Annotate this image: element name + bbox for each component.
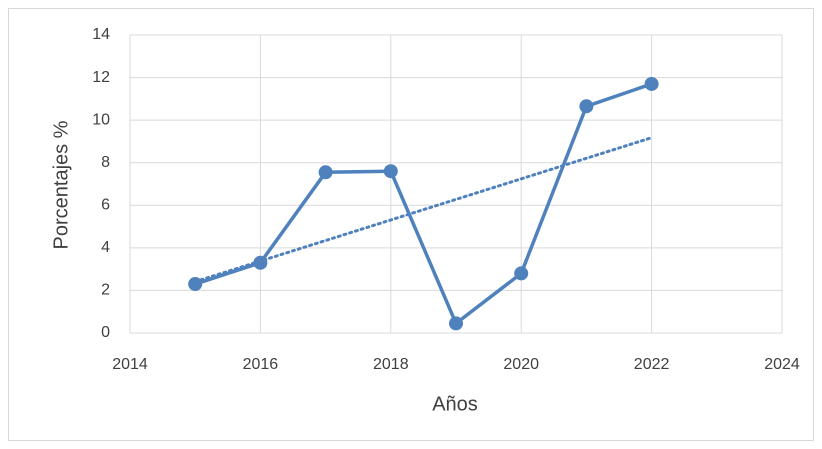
x-tick-label: 2018 [373, 356, 409, 373]
y-tick-label: 4 [101, 239, 110, 256]
y-tick-label: 8 [101, 154, 110, 171]
data-point [449, 316, 463, 331]
data-point [579, 99, 594, 114]
data-point [253, 255, 268, 270]
y-axis-title: Porcentajes % [50, 120, 72, 249]
y-tick-label: 6 [101, 197, 110, 214]
data-point [383, 164, 398, 179]
x-axis-title: Años [432, 393, 478, 415]
x-tick-label: 2022 [634, 356, 670, 373]
data-point [318, 165, 333, 180]
data-point [644, 76, 659, 91]
x-tick-label: 2014 [112, 356, 148, 373]
y-tick-label: 0 [101, 324, 110, 341]
y-tick-label: 2 [101, 282, 110, 299]
y-tick-label: 10 [92, 111, 110, 128]
y-tick-label: 14 [92, 26, 110, 43]
data-line [194, 82, 653, 326]
data-point [188, 277, 203, 292]
trendline [193, 136, 654, 284]
y-tick-label: 12 [92, 69, 110, 86]
x-tick-label: 2020 [503, 356, 539, 373]
chart-border [8, 8, 814, 441]
data-point [514, 266, 529, 281]
x-tick-label: 2016 [243, 356, 279, 373]
x-tick-label: 2024 [764, 356, 800, 373]
